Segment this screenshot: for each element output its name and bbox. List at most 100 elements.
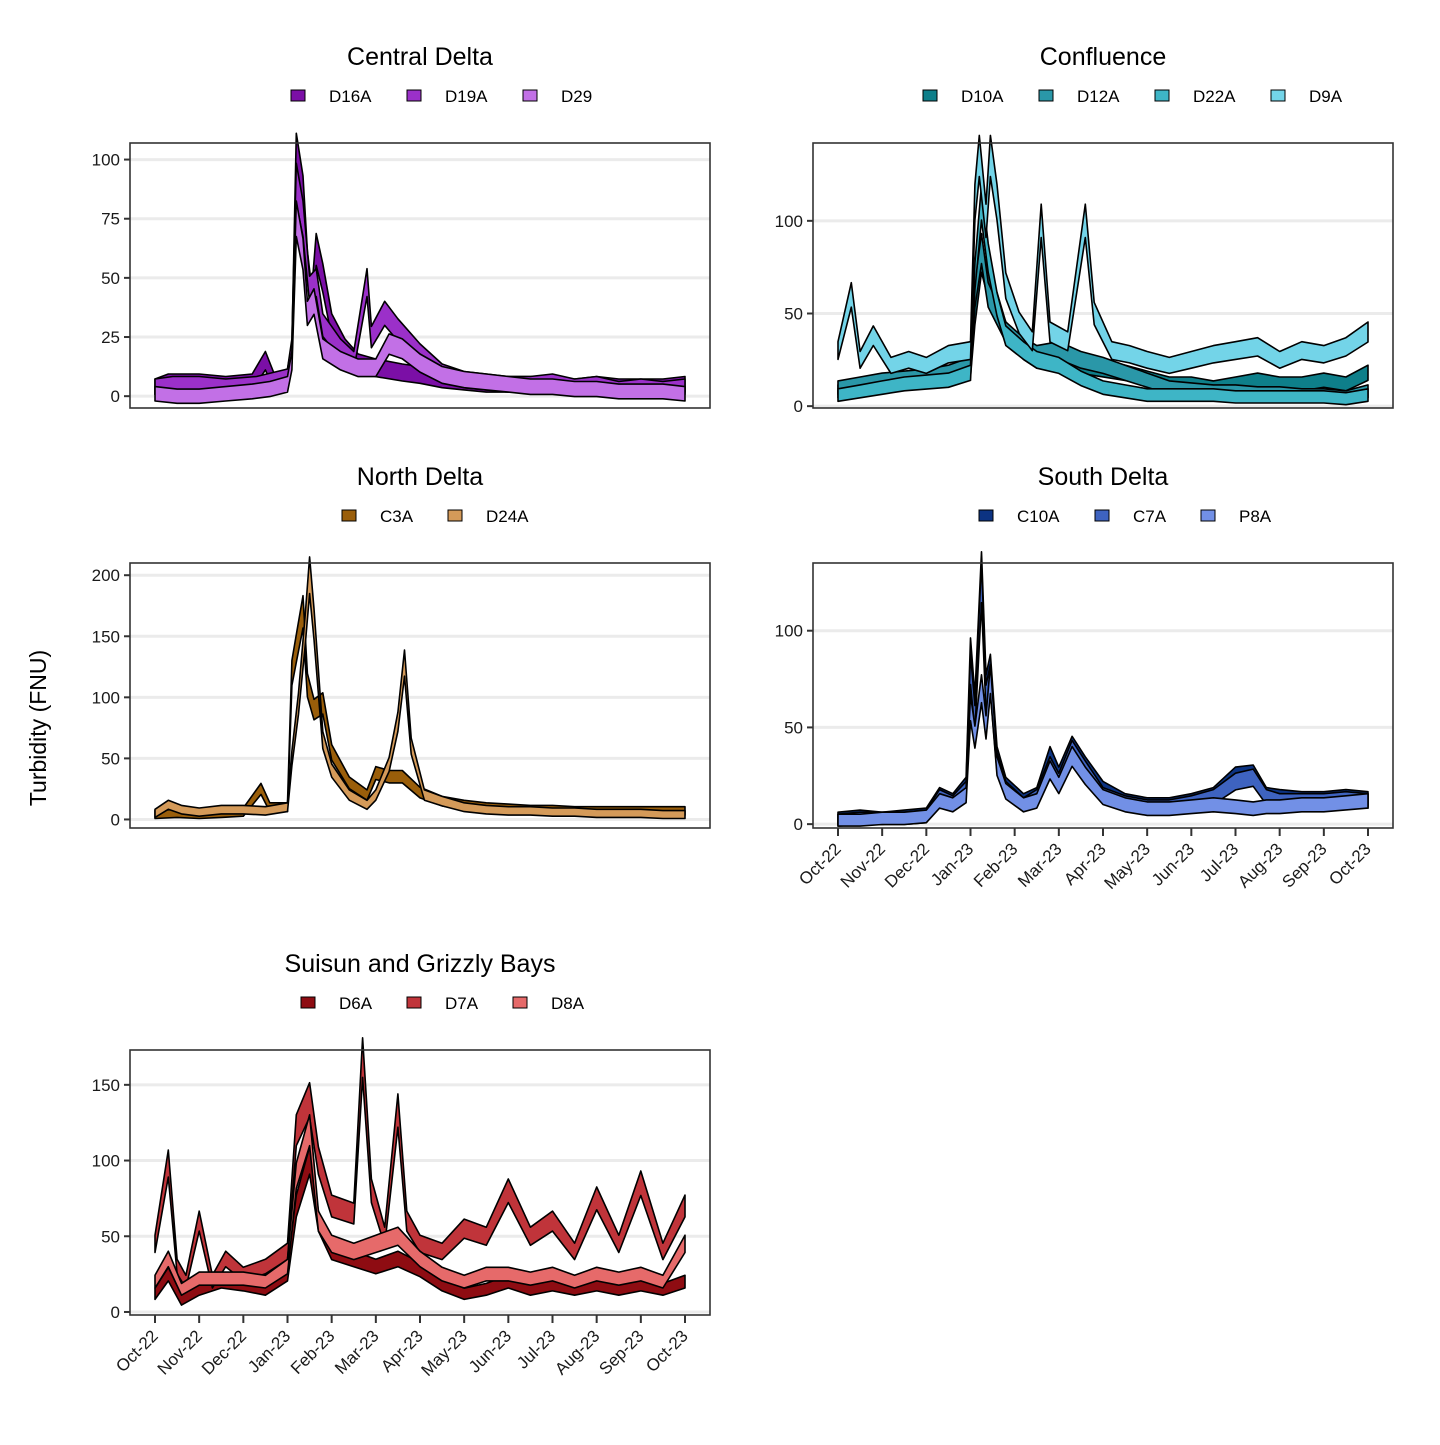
x-tick-label: Sep-23 xyxy=(1278,839,1330,891)
series-group xyxy=(837,134,1369,406)
x-tick-label: Aug-23 xyxy=(551,1326,603,1378)
x-tick-label: Dec-22 xyxy=(881,839,933,891)
legend: D10A D12A D22A D9A xyxy=(922,87,1343,106)
y-tick-label: 50 xyxy=(101,749,120,768)
legend-key xyxy=(922,89,938,102)
legend-key xyxy=(341,509,357,522)
legend-label: D29 xyxy=(561,87,592,106)
x-tick-label: Oct-23 xyxy=(1325,839,1375,889)
y-tick-label: 25 xyxy=(101,328,120,347)
y-tick-label: 100 xyxy=(92,151,120,170)
x-tick-label: Feb-23 xyxy=(970,839,1022,891)
legend-key xyxy=(290,89,306,102)
series-group xyxy=(154,556,686,820)
legend-key xyxy=(1200,509,1216,522)
legend-label: C3A xyxy=(380,507,414,526)
series-D22A xyxy=(837,183,1369,406)
x-tick-label: May-23 xyxy=(1100,839,1154,893)
legend-key xyxy=(1094,509,1110,522)
x-tick-label: Jan-23 xyxy=(927,839,977,889)
legend-key xyxy=(406,89,422,102)
legend: C3A D24A xyxy=(341,507,529,526)
y-tick-label: 100 xyxy=(92,1152,120,1171)
series-D7A xyxy=(154,1037,686,1289)
legend-label: P8A xyxy=(1239,507,1272,526)
legend-label: D8A xyxy=(551,994,585,1013)
y-tick-label: 0 xyxy=(111,387,120,406)
x-tick-label: Jan-23 xyxy=(244,1326,294,1376)
legend-label: D22A xyxy=(1193,87,1236,106)
y-tick-label: 100 xyxy=(775,622,803,641)
panel-border xyxy=(812,142,1394,409)
panel-5: Suisun and Grizzly Bays D6A D7A D8A 0 50 100 15… xyxy=(92,950,711,1380)
y-tick-label: 200 xyxy=(92,566,120,585)
panel-4: South Delta C10A C7A P8A 0 50 100 Oct-22Nov-22D… xyxy=(775,463,1394,893)
panel-border xyxy=(129,562,711,829)
legend-label: D9A xyxy=(1309,87,1343,106)
panel-title: Central Delta xyxy=(347,43,493,71)
series-group xyxy=(154,1037,686,1306)
legend-key xyxy=(1038,89,1054,102)
series-D8A xyxy=(154,1114,686,1296)
y-tick-label: 0 xyxy=(794,397,803,416)
legend-label: D16A xyxy=(329,87,372,106)
y-tick-label: 50 xyxy=(101,269,120,288)
legend-key xyxy=(300,996,316,1009)
panel-title: North Delta xyxy=(357,463,484,491)
legend-label: D10A xyxy=(961,87,1004,106)
x-tick-label: Oct-22 xyxy=(112,1326,162,1376)
y-tick-label: 100 xyxy=(92,688,120,707)
x-tick-label: Sep-23 xyxy=(595,1326,647,1378)
y-tick-label: 150 xyxy=(92,1076,120,1095)
series-C10A xyxy=(837,551,1369,826)
panel-title: Confluence xyxy=(1040,43,1166,71)
y-tick-label: 100 xyxy=(775,212,803,231)
legend-key xyxy=(522,89,538,102)
y-tick-label: 150 xyxy=(92,627,120,646)
x-tick-label: Oct-22 xyxy=(795,839,845,889)
x-tick-label: Mar-23 xyxy=(1014,839,1066,891)
x-tick-label: Jun-23 xyxy=(1148,839,1198,889)
legend: C10A C7A P8A xyxy=(978,507,1272,526)
legend: D16A D19A D29 xyxy=(290,87,592,106)
legend-label: D24A xyxy=(486,507,529,526)
series-P8A xyxy=(837,663,1369,827)
panel-3: North Delta C3A D24A 0 50 100 150 200 xyxy=(92,463,711,829)
x-tick-label: Mar-23 xyxy=(331,1326,383,1378)
x-tick-label: Jun-23 xyxy=(465,1326,515,1376)
legend-key xyxy=(512,996,528,1009)
legend-key xyxy=(1270,89,1286,102)
series-group xyxy=(837,551,1369,827)
legend-key xyxy=(1154,89,1170,102)
legend-label: D7A xyxy=(445,994,479,1013)
panel-title: Suisun and Grizzly Bays xyxy=(285,950,556,978)
y-tick-label: 50 xyxy=(784,718,803,737)
y-axis-label: Turbidity (FNU) xyxy=(25,650,51,806)
series-D29 xyxy=(154,200,686,405)
series-C7A xyxy=(837,561,1369,827)
x-tick-label: Nov-22 xyxy=(154,1326,206,1378)
y-tick-label: 50 xyxy=(101,1227,120,1246)
y-tick-label: 75 xyxy=(101,210,120,229)
panel-title: South Delta xyxy=(1038,463,1169,491)
x-tick-label: May-23 xyxy=(417,1326,471,1380)
x-tick-label: Feb-23 xyxy=(287,1326,339,1378)
panel-2: Confluence D10A D12A D22A D9A 0 50 100 xyxy=(775,43,1394,416)
legend-label: D6A xyxy=(339,994,373,1013)
series-group xyxy=(154,132,686,405)
legend-key xyxy=(406,996,422,1009)
legend-label: C10A xyxy=(1017,507,1060,526)
y-tick-label: 50 xyxy=(784,304,803,323)
x-tick-label: Dec-22 xyxy=(198,1326,250,1378)
legend-key xyxy=(978,509,994,522)
series-D9A xyxy=(837,134,1369,375)
legend-key xyxy=(447,509,463,522)
x-tick-label: Aug-23 xyxy=(1234,839,1286,891)
legend-label: C7A xyxy=(1133,507,1167,526)
panel-border xyxy=(129,142,711,409)
panel-1: Central Delta D16A D19A D29 0 25 50 75 100 xyxy=(92,43,711,409)
y-tick-label: 0 xyxy=(111,810,120,829)
legend-label: D19A xyxy=(445,87,488,106)
